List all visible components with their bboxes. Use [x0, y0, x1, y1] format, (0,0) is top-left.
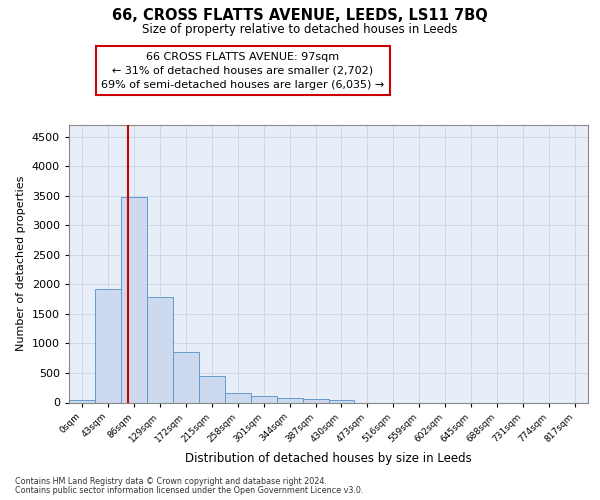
Text: Size of property relative to detached houses in Leeds: Size of property relative to detached ho…	[142, 22, 458, 36]
Bar	[225, 393, 251, 402]
Bar	[277, 398, 302, 402]
Y-axis label: Number of detached properties: Number of detached properties	[16, 176, 26, 352]
Bar	[302, 400, 329, 402]
Bar	[121, 197, 147, 402]
Bar	[329, 400, 355, 402]
X-axis label: Distribution of detached houses by size in Leeds: Distribution of detached houses by size …	[185, 452, 472, 465]
Bar	[251, 396, 277, 402]
Text: 66 CROSS FLATTS AVENUE: 97sqm  
← 31% of detached houses are smaller (2,702)
69%: 66 CROSS FLATTS AVENUE: 97sqm ← 31% of d…	[101, 52, 385, 90]
Bar	[173, 352, 199, 403]
Bar	[199, 376, 224, 402]
Bar	[69, 400, 95, 402]
Text: 66, CROSS FLATTS AVENUE, LEEDS, LS11 7BQ: 66, CROSS FLATTS AVENUE, LEEDS, LS11 7BQ	[112, 8, 488, 22]
Text: Contains public sector information licensed under the Open Government Licence v3: Contains public sector information licen…	[15, 486, 364, 495]
Bar	[147, 298, 173, 403]
Bar	[95, 289, 121, 403]
Text: Contains HM Land Registry data © Crown copyright and database right 2024.: Contains HM Land Registry data © Crown c…	[15, 477, 327, 486]
